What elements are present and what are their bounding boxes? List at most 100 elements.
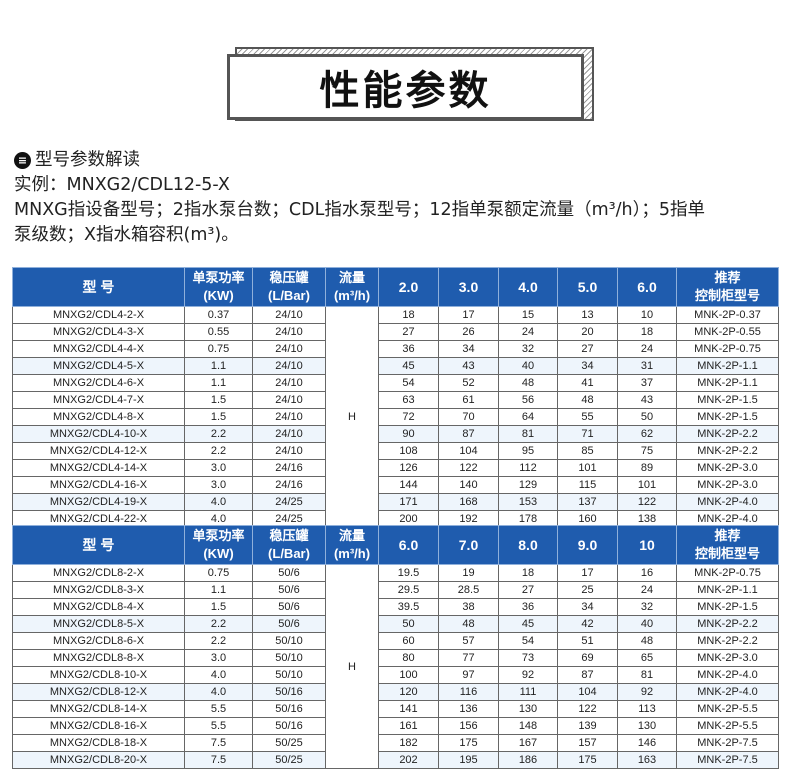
cell-h2: 17: [438, 306, 499, 324]
cell-cabinet: MNK-2P-2.2: [676, 425, 779, 443]
header-flow-value: 6.0: [378, 525, 439, 565]
header-cabinet: 推荐 控制柜型号: [676, 267, 779, 307]
header-row: 型 号单泵功率 (KW) 稳压罐 (L/Bar) 流量 (m³/h) 6.0 7.0 8.0 9.…: [12, 525, 779, 565]
cell-model: MNXG2/CDL8-2-X: [12, 564, 185, 582]
header-tank: 稳压罐 (L/Bar): [252, 267, 326, 307]
cell-h2: 122: [438, 459, 499, 477]
table-row: MNXG2/CDL4-10-X 2.2 24/10 90 87 81 71 62 MNK-2P-…: [12, 425, 779, 443]
header-flow-value: 7.0: [438, 525, 499, 565]
cell-h2: 87: [438, 425, 499, 443]
cell-h1: 108: [378, 442, 439, 460]
cell-h1: 161: [378, 717, 439, 735]
cell-h3: 32: [498, 340, 558, 358]
header-tank-line-1: 稳压罐: [269, 270, 309, 285]
cell-h2: 61: [438, 391, 499, 409]
cell-h2: 19: [438, 564, 499, 582]
cell-tank: 24/10: [252, 374, 326, 392]
cell-cabinet: MNK-2P-4.0: [676, 510, 779, 528]
cell-h5: 130: [617, 717, 677, 735]
cell-cabinet: MNK-2P-7.5: [676, 751, 779, 769]
cell-tank: 24/10: [252, 340, 326, 358]
cell-cabinet: MNK-2P-0.75: [676, 564, 779, 582]
table-row: MNXG2/CDL4-4-X 0.75 24/10 36 34 32 27 24 MNK-2P-…: [12, 340, 779, 358]
model-explanation: ≡ 型号参数解读 实例：MNXG2/CDL12-5-X MNXG指设备型号；2指…: [14, 148, 784, 248]
cell-h1: 72: [378, 408, 439, 426]
cell-h3: 129: [498, 476, 558, 494]
cell-tank: 50/6: [252, 564, 326, 582]
cell-h2: 34: [438, 340, 499, 358]
cell-h4: 27: [557, 340, 618, 358]
cell-h3: 18: [498, 564, 558, 582]
cell-h2: 140: [438, 476, 499, 494]
cell-h5: 48: [617, 632, 677, 650]
cell-model: MNXG2/CDL8-12-X: [12, 683, 185, 701]
header-flow-value: 5.0: [557, 267, 618, 307]
header-flow-value: 10: [617, 525, 677, 565]
cell-power: 7.5: [184, 751, 253, 769]
cell-model: MNXG2/CDL4-19-X: [12, 493, 185, 511]
cell-h4: 51: [557, 632, 618, 650]
cell-h3: 153: [498, 493, 558, 511]
cell-model: MNXG2/CDL4-5-X: [12, 357, 185, 375]
cell-tank: 50/10: [252, 649, 326, 667]
header-flow-value: 2.0: [378, 267, 439, 307]
cell-h4: 55: [557, 408, 618, 426]
header-flow-value: 3.0: [438, 267, 499, 307]
cell-h4: 13: [557, 306, 618, 324]
cell-h4: 34: [557, 357, 618, 375]
cell-h4: 175: [557, 751, 618, 769]
intro-heading-row: ≡ 型号参数解读: [14, 148, 784, 173]
cell-cabinet: MNK-2P-4.0: [676, 493, 779, 511]
table-row: MNXG2/CDL8-16-X 5.5 50/16 161 156 148 139 130 MN…: [12, 717, 779, 735]
cell-h2: 26: [438, 323, 499, 341]
cell-h1: 90: [378, 425, 439, 443]
cell-h4: 101: [557, 459, 618, 477]
list-icon: ≡: [14, 152, 31, 169]
cell-cabinet: MNK-2P-4.0: [676, 683, 779, 701]
header-power-line-1: 单泵功率: [192, 528, 245, 543]
table-row: MNXG2/CDL8-4-X 1.5 50/6 39.5 38 36 34 32 MNK-2P-…: [12, 598, 779, 616]
table-row: MNXG2/CDL4-6-X 1.1 24/10 54 52 48 41 37 MNK-2P-1…: [12, 374, 779, 392]
cell-model: MNXG2/CDL4-10-X: [12, 425, 185, 443]
cell-h1: 29.5: [378, 581, 439, 599]
cell-power: 4.0: [184, 666, 253, 684]
header-flow-line-1: 流量: [338, 528, 365, 543]
intro-example: 实例：MNXG2/CDL12-5-X: [14, 175, 230, 195]
cell-h4: 42: [557, 615, 618, 633]
cell-tank: 50/6: [252, 615, 326, 633]
header-flow: 流量 (m³/h): [325, 267, 379, 307]
header-tank-line-1: 稳压罐: [269, 528, 309, 543]
cell-tank: 24/10: [252, 391, 326, 409]
cell-power: 7.5: [184, 734, 253, 752]
cell-model: MNXG2/CDL4-3-X: [12, 323, 185, 341]
cell-h2: 192: [438, 510, 499, 528]
header-row: 型 号单泵功率 (KW) 稳压罐 (L/Bar) 流量 (m³/h) 2.0 3.0 4.0 5.…: [12, 267, 779, 307]
cell-h2: 48: [438, 615, 499, 633]
table-row: MNXG2/CDL4-14-X 3.0 24/16 126 122 112 101 89 MNK…: [12, 459, 779, 477]
cell-h2: 168: [438, 493, 499, 511]
cell-model: MNXG2/CDL8-3-X: [12, 581, 185, 599]
header-power-line-2: (KW): [203, 546, 234, 561]
cell-tank: 50/16: [252, 683, 326, 701]
header-power: 单泵功率 (KW): [184, 267, 253, 307]
header-tank-line-2: (L/Bar): [268, 288, 310, 303]
cell-h3: 15: [498, 306, 558, 324]
cell-h2: 57: [438, 632, 499, 650]
cell-cabinet: MNK-2P-1.1: [676, 581, 779, 599]
table-row: MNXG2/CDL4-3-X 0.55 24/10 27 26 24 20 18 MNK-2P-…: [12, 323, 779, 341]
cell-h3: 95: [498, 442, 558, 460]
cell-cabinet: MNK-2P-2.2: [676, 615, 779, 633]
cell-cabinet: MNK-2P-5.5: [676, 700, 779, 718]
cell-tank: 50/16: [252, 700, 326, 718]
cell-h2: 97: [438, 666, 499, 684]
cell-h1: 39.5: [378, 598, 439, 616]
table-row: MNXG2/CDL4-7-X 1.5 24/10 63 61 56 48 43 MNK-2P-1…: [12, 391, 779, 409]
cell-model: MNXG2/CDL4-4-X: [12, 340, 185, 358]
cell-tank: 50/6: [252, 598, 326, 616]
cell-power: 2.2: [184, 615, 253, 633]
table-row: MNXG2/CDL4-12-X 2.2 24/10 108 104 95 85 75 MNK-2…: [12, 442, 779, 460]
cell-h1: 126: [378, 459, 439, 477]
title-frame: 性能参数: [227, 54, 584, 120]
header-cabinet-line-1: 推荐: [714, 270, 741, 285]
cell-cabinet: MNK-2P-1.1: [676, 357, 779, 375]
